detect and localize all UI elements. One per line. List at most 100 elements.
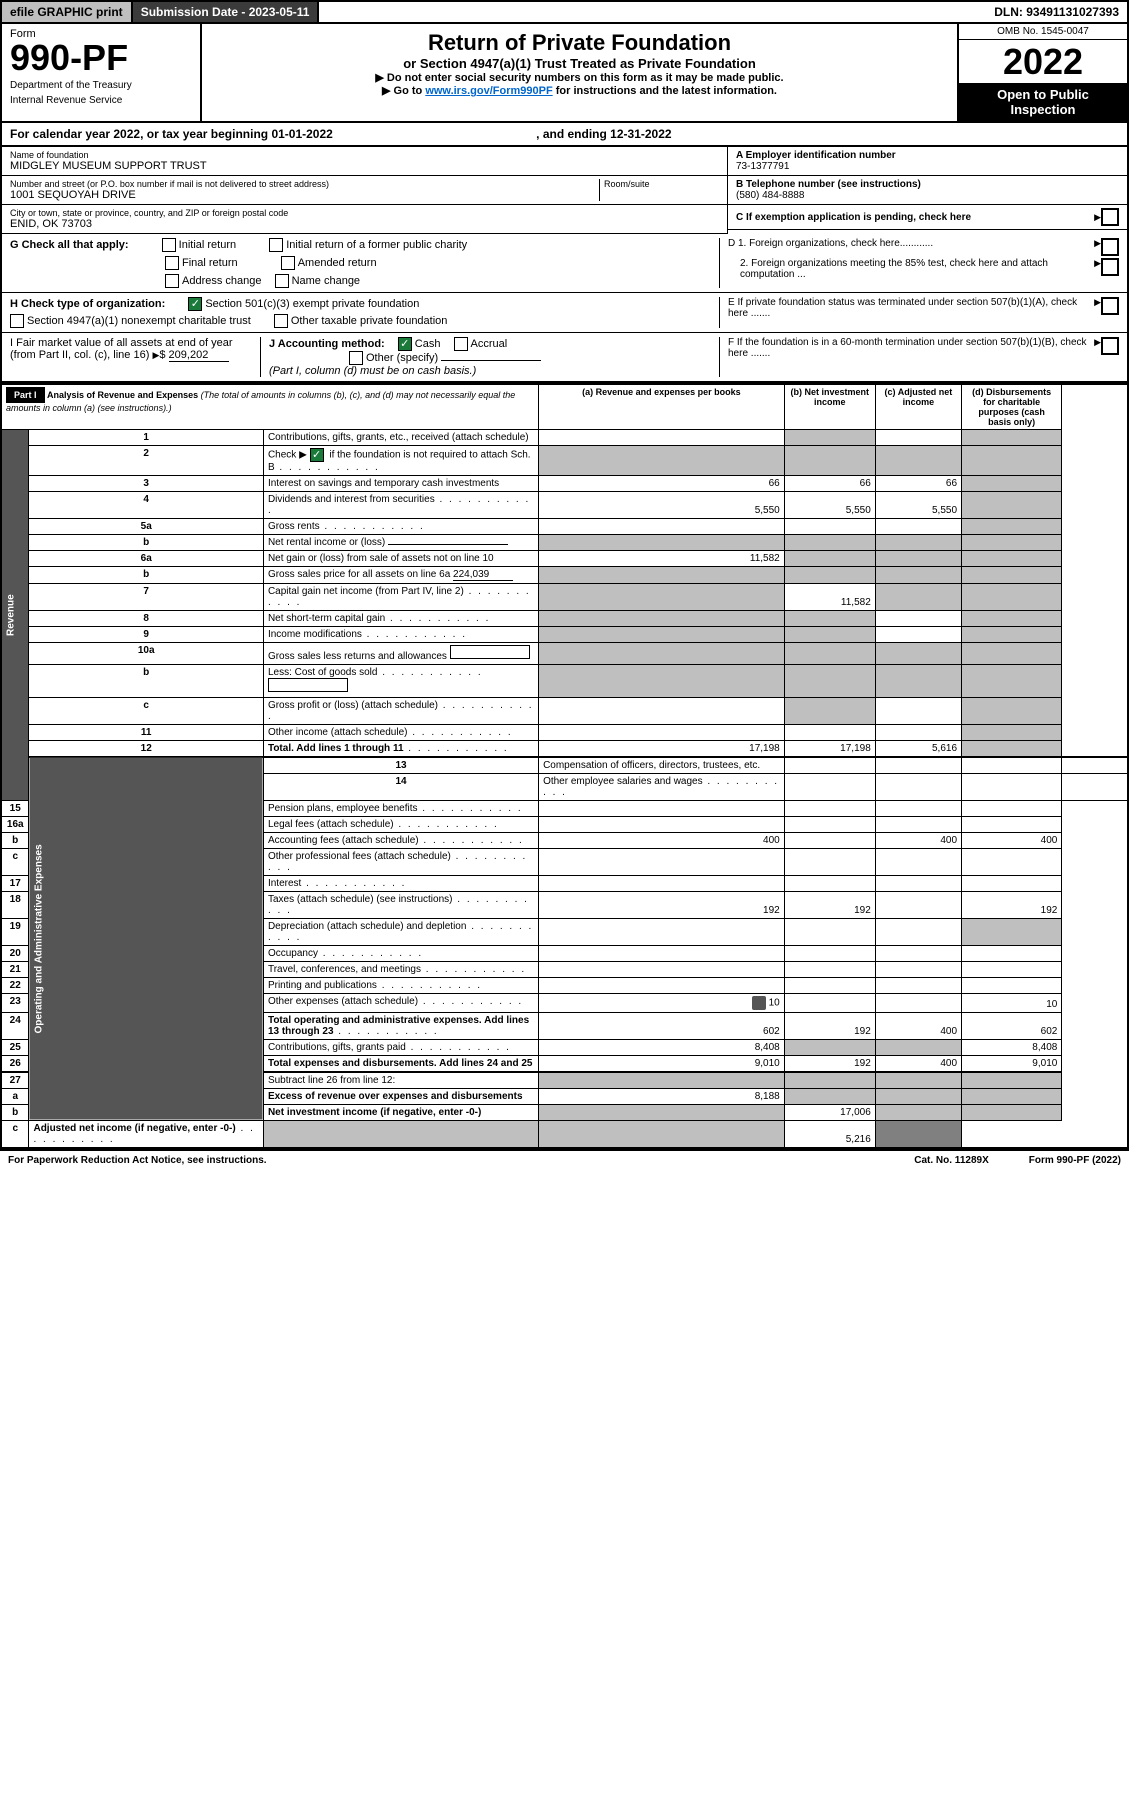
row-8-desc: Net short-term capital gain — [268, 613, 385, 624]
ssn-notice: ▶ Do not enter social security numbers o… — [208, 71, 951, 84]
instructions-link[interactable]: www.irs.gov/Form990PF — [425, 85, 552, 97]
name-label: Name of foundation — [10, 150, 719, 160]
cal-year-end: , and ending 12-31-2022 — [536, 127, 671, 141]
cal-year-begin: For calendar year 2022, or tax year begi… — [10, 127, 333, 141]
g-address-label: Address change — [182, 275, 262, 287]
row-16b-desc: Accounting fees (attach schedule) — [268, 835, 419, 846]
j-cash-checkbox[interactable] — [398, 337, 412, 351]
row-27a-desc: Excess of revenue over expenses and disb… — [268, 1091, 523, 1102]
g-initial-checkbox[interactable] — [162, 238, 176, 252]
g-initial-label: Initial return — [179, 239, 236, 251]
h-501c3-checkbox[interactable] — [188, 297, 202, 311]
row-26-desc: Total expenses and disbursements. Add li… — [268, 1058, 533, 1069]
arrow-icon — [152, 349, 159, 361]
j-other-label: Other (specify) — [366, 352, 438, 364]
ein-label: A Employer identification number — [736, 150, 1119, 161]
goto-suffix: for instructions and the latest informat… — [553, 85, 777, 97]
h-4947-label: Section 4947(a)(1) nonexempt charitable … — [27, 315, 251, 327]
tax-year: 2022 — [959, 40, 1127, 83]
row-9-desc: Income modifications — [268, 629, 362, 640]
g-initial-former-checkbox[interactable] — [269, 238, 283, 252]
city-state-zip: ENID, OK 73703 — [10, 218, 719, 230]
r23-d: 10 — [962, 994, 1062, 1013]
j-accrual-checkbox[interactable] — [454, 337, 468, 351]
page-footer: For Paperwork Reduction Act Notice, see … — [0, 1149, 1129, 1170]
r4-c: 5,550 — [875, 492, 961, 519]
d1-checkbox[interactable] — [1101, 238, 1119, 256]
row-2-checkbox[interactable] — [310, 448, 324, 462]
attachment-icon[interactable] — [752, 996, 766, 1010]
r6a-a: 11,582 — [539, 551, 785, 567]
r4-a: 5,550 — [539, 492, 785, 519]
r26-a: 9,010 — [539, 1056, 785, 1073]
footer-paperwork: For Paperwork Reduction Act Notice, see … — [8, 1155, 267, 1166]
r18-b: 192 — [784, 892, 875, 919]
room-label: Room/suite — [604, 179, 719, 189]
g-amended-checkbox[interactable] — [281, 256, 295, 270]
r16b-c: 400 — [875, 833, 961, 849]
h-501c3-label: Section 501(c)(3) exempt private foundat… — [205, 298, 419, 310]
g-address-checkbox[interactable] — [165, 274, 179, 288]
row-7-desc: Capital gain net income (from Part IV, l… — [268, 586, 464, 597]
g-name-checkbox[interactable] — [275, 274, 289, 288]
entity-info: Name of foundation MIDGLEY MUSEUM SUPPOR… — [0, 147, 1129, 234]
r12-c: 5,616 — [875, 741, 961, 758]
row-27-desc: Subtract line 26 from line 12: — [263, 1072, 538, 1089]
c-checkbox[interactable] — [1101, 208, 1119, 226]
j-cash-label: Cash — [415, 338, 441, 350]
f-checkbox[interactable] — [1101, 337, 1119, 355]
instructions-link-row: ▶ Go to www.irs.gov/Form990PF for instru… — [208, 84, 951, 97]
g-name-label: Name change — [292, 275, 361, 287]
ein-value: 73-1377791 — [736, 161, 1119, 172]
h-other-checkbox[interactable] — [274, 314, 288, 328]
r16b-a: 400 — [539, 833, 785, 849]
row-23-desc: Other expenses (attach schedule) — [268, 996, 418, 1007]
d1-label: D 1. Foreign organizations, check here..… — [728, 238, 1094, 256]
row-3-desc: Interest on savings and temporary cash i… — [263, 476, 538, 492]
e-label: E If private foundation status was termi… — [728, 297, 1094, 319]
expenses-side-label: Operating and Administrative Expenses — [29, 757, 263, 1121]
j-other-checkbox[interactable] — [349, 351, 363, 365]
dept-irs: Internal Revenue Service — [10, 95, 192, 106]
row-5a-desc: Gross rents — [268, 521, 320, 532]
r27a-a: 8,188 — [539, 1089, 785, 1105]
r25-d: 8,408 — [962, 1040, 1062, 1056]
row-22-desc: Printing and publications — [268, 980, 377, 991]
h-4947-checkbox[interactable] — [10, 314, 24, 328]
submission-date: Submission Date - 2023-05-11 — [133, 2, 320, 22]
form-subtitle: or Section 4947(a)(1) Trust Treated as P… — [208, 56, 951, 71]
row-1-desc: Contributions, gifts, grants, etc., rece… — [263, 430, 538, 446]
row-20-desc: Occupancy — [268, 948, 318, 959]
r12-a: 17,198 — [539, 741, 785, 758]
r26-d: 9,010 — [962, 1056, 1062, 1073]
col-a-header: (a) Revenue and expenses per books — [539, 384, 785, 430]
row-21-desc: Travel, conferences, and meetings — [268, 964, 421, 975]
r24-d: 602 — [962, 1013, 1062, 1040]
phone-value: (580) 484-8888 — [736, 190, 1119, 201]
efile-print-button[interactable]: efile GRAPHIC print — [2, 2, 133, 22]
r7-b: 11,582 — [784, 584, 875, 611]
r4-b: 5,550 — [784, 492, 875, 519]
part1-table: Part I Analysis of Revenue and Expenses … — [0, 383, 1129, 1149]
goto-prefix: ▶ Go to — [382, 85, 425, 97]
r24-a: 602 — [539, 1013, 785, 1040]
street-address: 1001 SEQUOYAH DRIVE — [10, 189, 599, 201]
r26-b: 192 — [784, 1056, 875, 1073]
row-5b-desc: Net rental income or (loss) — [268, 537, 385, 548]
arrow-icon — [1094, 212, 1101, 223]
row-13-desc: Compensation of officers, directors, tru… — [539, 757, 785, 774]
g-final-checkbox[interactable] — [165, 256, 179, 270]
revenue-side-label: Revenue — [1, 430, 29, 801]
d2-checkbox[interactable] — [1101, 258, 1119, 276]
dln-number: DLN: 93491131027393 — [986, 2, 1127, 22]
row-15-desc: Pension plans, employee benefits — [268, 803, 418, 814]
e-checkbox[interactable] — [1101, 297, 1119, 315]
g-final-label: Final return — [182, 257, 238, 269]
top-bar: efile GRAPHIC print Submission Date - 20… — [0, 0, 1129, 24]
r3-c: 66 — [875, 476, 961, 492]
row-25-desc: Contributions, gifts, grants paid — [268, 1042, 406, 1053]
row-11-desc: Other income (attach schedule) — [268, 727, 408, 738]
arrow-icon — [1094, 297, 1101, 319]
row-16a-desc: Legal fees (attach schedule) — [268, 819, 394, 830]
phone-label: B Telephone number (see instructions) — [736, 179, 1119, 190]
